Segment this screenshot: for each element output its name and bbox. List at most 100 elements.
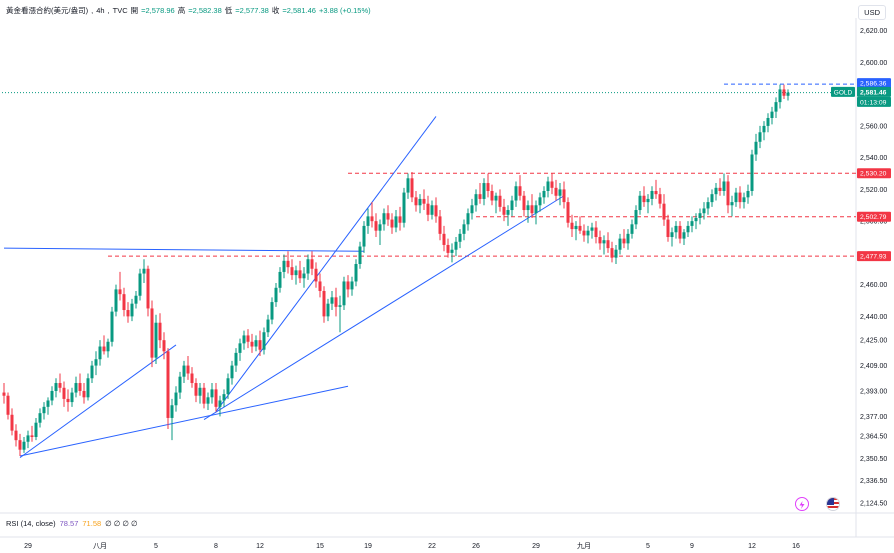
candle-body [118,289,122,295]
candle-body [718,187,722,191]
candle-body [614,249,618,258]
high-label: 高 [177,6,186,15]
candle-body [2,392,6,396]
trendline[interactable] [19,385,349,457]
candle-body [502,206,506,215]
us-flag-icon[interactable] [826,497,840,511]
candle-body [346,281,350,290]
candle-body [186,365,190,374]
candle-body [110,311,114,342]
x-tick-label: 九月 [577,541,591,550]
candle-body [470,205,474,214]
candle-body [738,192,742,203]
candle-body [562,189,566,203]
price-label-bg [857,211,891,222]
candle-body [750,154,754,191]
candle-body [394,216,398,228]
candle-body [234,352,238,366]
trendline[interactable] [19,344,177,459]
candle-body [570,222,574,230]
candle-body [314,268,318,282]
candle-body [142,268,146,274]
x-tick-label: 9 [690,543,694,550]
trendline[interactable] [215,116,437,412]
candle-body [598,237,602,244]
candle-body [194,383,198,396]
candle-body [586,230,590,236]
candle-body [266,319,270,333]
symbol-name[interactable]: 黃金看漲合約(美元/盎司) [6,6,89,15]
currency-button[interactable]: USD [858,5,886,20]
candle-body [402,192,406,223]
candle-body [86,378,90,398]
price-label: 01:13:09 [860,99,887,106]
candle-body [254,340,258,347]
candle-body [690,221,694,226]
candle-body [466,213,470,225]
candle-body [746,190,750,198]
candle-body [398,216,402,223]
price-label-bg [857,96,891,107]
candle-body [354,264,358,282]
candle-body [238,343,242,353]
candle-body [594,227,598,238]
candle-body [510,200,514,211]
candle-body [550,181,554,188]
candle-body [94,359,98,366]
x-tick-label: 29 [24,543,32,550]
candle-body [602,240,606,244]
candle-body [350,281,354,290]
y-tick-label: 2,124.50 [860,500,887,507]
price-label-bg [857,78,891,89]
candle-body [410,178,414,198]
x-tick-label: 12 [256,543,264,550]
rsi-placeholders: ∅ ∅ ∅ ∅ [105,519,138,528]
x-tick-label: 八月 [93,542,107,550]
candle-body [334,297,338,307]
candle-body [534,205,538,214]
y-tick-label: 2,500.00 [860,219,887,226]
lightning-icon[interactable] [795,497,809,511]
trendline[interactable] [3,247,365,252]
candle-body [454,241,458,250]
candle-body [6,395,10,415]
candle-body [46,400,50,407]
candle-body [54,383,58,391]
candle-body [386,213,390,220]
candle-body [762,125,766,133]
candle-body [422,198,426,204]
rsi-legend[interactable]: RSI (14, close) 78.57 71.58 ∅ ∅ ∅ ∅ [6,519,138,528]
candle-body [526,205,530,211]
candle-body [294,270,298,276]
interval-label[interactable]: 4h [96,6,105,15]
candle-body [662,203,666,220]
price-label: 2,502.79 [860,214,887,221]
candle-body [246,335,250,342]
trendline[interactable] [203,195,565,420]
x-tick-label: 12 [748,543,756,550]
candle-body [278,271,282,288]
close-label: 收 [271,6,280,15]
candle-body [26,435,30,442]
candle-body [374,221,378,231]
y-tick-label: 2,393.00 [860,388,887,395]
candle-body [542,190,546,198]
candle-body [786,92,790,96]
change-value: +3.88 (+0.15%) [318,6,371,15]
candle-body [62,387,66,399]
candle-body [38,413,42,423]
rsi-label: RSI (14, close) [6,519,56,528]
candle-body [774,102,778,112]
candle-body [450,249,454,253]
y-tick-label: 2,620.00 [860,28,887,35]
y-tick-label: 2,364.50 [860,434,887,441]
x-tick-label: 19 [364,543,372,550]
y-tick-label: 2,409.00 [860,363,887,370]
source-label: TVC [112,6,128,15]
price-label-bg [857,168,891,179]
candle-body [574,225,578,230]
candle-body [222,394,226,401]
candle-body [162,340,166,352]
candle-body [190,373,194,384]
